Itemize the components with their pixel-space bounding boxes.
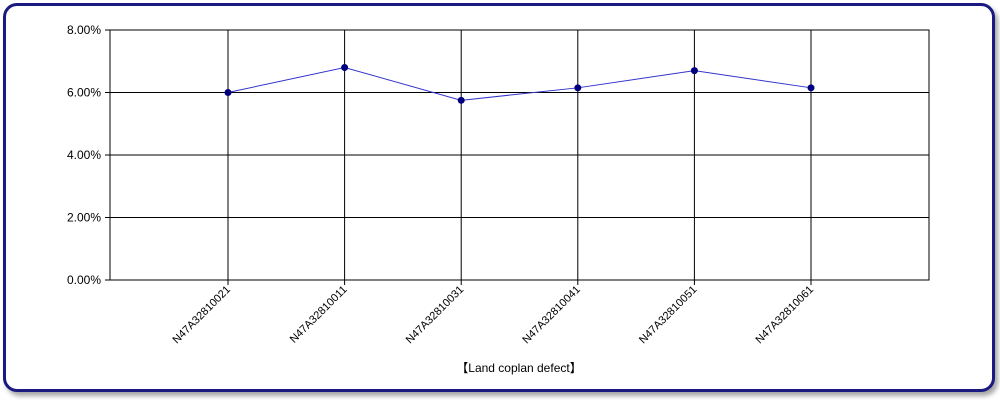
series-markers bbox=[224, 64, 815, 104]
x-axis-ticks: N47A32810021 N47A32810011 N47A32810031 N47A… bbox=[171, 284, 817, 347]
y-tick-label: 4.00% bbox=[67, 148, 101, 162]
y-tick-label: 8.00% bbox=[67, 23, 101, 37]
series-line bbox=[227, 66, 812, 101]
data-point bbox=[807, 84, 815, 92]
x-tick-label: N47A32810011 bbox=[288, 284, 350, 346]
data-point bbox=[457, 96, 465, 104]
y-axis-ticks: 0.00% 2.00% 4.00% 6.00% 8.00% bbox=[67, 23, 101, 287]
x-tick-label: N47A32810021 bbox=[171, 284, 234, 347]
x-tick-label: N47A32810061 bbox=[754, 284, 817, 347]
y-tick-label: 2.00% bbox=[67, 211, 101, 225]
data-point bbox=[574, 84, 582, 92]
data-point bbox=[341, 64, 349, 71]
grid-lines bbox=[105, 29, 929, 285]
x-tick-label: N47A32810041 bbox=[520, 284, 583, 347]
x-tick-label: N47A32810051 bbox=[637, 284, 700, 347]
x-tick-label: N47A32810031 bbox=[404, 284, 467, 347]
y-tick-label: 0.00% bbox=[67, 273, 101, 287]
data-point bbox=[690, 67, 698, 75]
x-axis-title: 【Land coplan defect】 bbox=[456, 361, 581, 375]
y-tick-label: 6.00% bbox=[67, 86, 101, 100]
data-point bbox=[224, 89, 232, 96]
